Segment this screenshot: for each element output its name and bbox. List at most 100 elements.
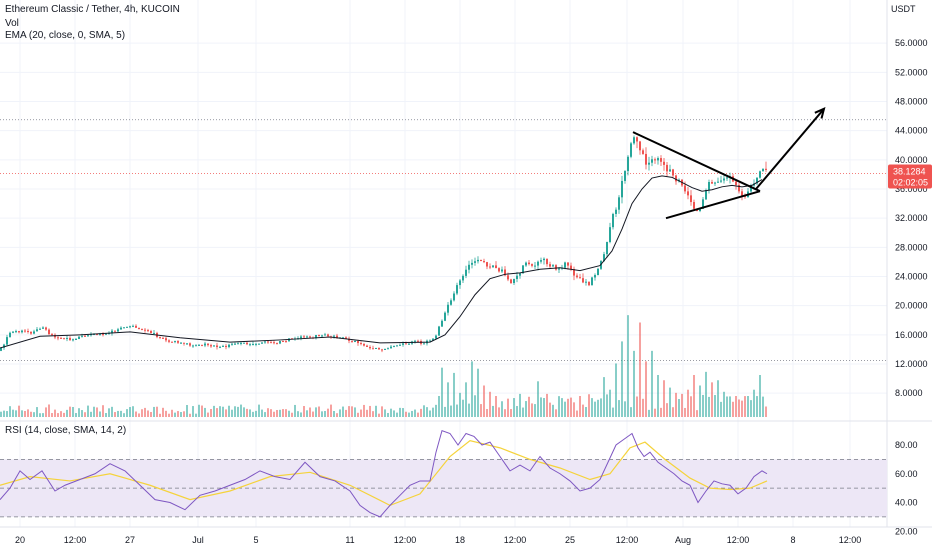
volume-bar [81, 410, 83, 417]
volume-bar [690, 396, 692, 417]
volume-bar [261, 409, 263, 417]
candle-body [273, 342, 275, 344]
volume-bar [546, 393, 548, 417]
volume-bar [204, 407, 206, 417]
breakout-arrow-head [814, 107, 826, 119]
volume-bar [663, 380, 665, 417]
candle-body [66, 337, 68, 339]
volume-bar [279, 409, 281, 417]
volume-bar [486, 409, 488, 417]
volume-bar [78, 408, 80, 417]
time-tick-label: 20 [15, 535, 25, 545]
volume-bar [63, 412, 65, 417]
volume-bar [471, 361, 473, 417]
volume-bar [522, 407, 524, 417]
candle-body [87, 335, 89, 337]
volume-bar [9, 406, 11, 417]
rsi-axis[interactable]: 80.00 60.00 40.00 20.00 [895, 440, 918, 536]
candle-body [42, 327, 44, 329]
volume-bar [303, 406, 305, 417]
candle-body [258, 343, 260, 345]
volume-bar [537, 381, 539, 417]
ema-label[interactable]: EMA (20, close, 0, SMA, 5) [5, 30, 126, 41]
volume-bar [48, 404, 50, 417]
volume-bar [15, 410, 17, 417]
candle-layer [0, 135, 767, 353]
candle-body [720, 180, 722, 182]
volume-bar [309, 407, 311, 417]
candle-body [147, 330, 149, 332]
volume-bar [438, 395, 440, 417]
rsi-label[interactable]: RSI (14, close, SMA, 14, 2) [5, 425, 127, 436]
candle-body [537, 261, 539, 266]
volume-bar [666, 403, 668, 417]
price-tick-label: 56.0000 [895, 38, 928, 48]
volume-bar [507, 398, 509, 417]
volume-bar [723, 391, 725, 417]
volume-bar [195, 413, 197, 417]
price-tick-label: 48.0000 [895, 96, 928, 106]
candle-body [27, 330, 29, 332]
candle-body [654, 159, 656, 161]
volume-bar [84, 412, 86, 417]
volume-bar [588, 394, 590, 417]
time-tick-label: 18 [455, 535, 465, 545]
candle-body [555, 265, 557, 270]
candle-body [36, 329, 38, 332]
symbol-title[interactable]: Ethereum Classic / Tether, 4h, KUCOIN [5, 4, 180, 15]
volume-bar [294, 404, 296, 417]
candle-body [219, 346, 221, 348]
volume-bar [552, 404, 554, 417]
price-axis[interactable]: 56.0000 52.0000 48.0000 44.0000 40.0000 36.00… [895, 38, 928, 398]
volume-bar [240, 404, 242, 417]
candle-body [741, 191, 743, 196]
candle-body [237, 343, 239, 345]
volume-bar [216, 408, 218, 417]
volume-bar [69, 406, 71, 417]
volume-bar [315, 407, 317, 417]
time-tick-label: 12:00 [394, 535, 417, 545]
candle-body [198, 344, 200, 346]
candle-body [204, 343, 206, 346]
candle-body [171, 341, 173, 343]
candle-body [756, 177, 758, 184]
candle-body [690, 195, 692, 203]
candle-body [663, 161, 665, 165]
candle-body [447, 304, 449, 313]
volume-bar [54, 409, 56, 417]
volume-bar [498, 407, 500, 417]
time-axis[interactable]: 20 12:00 27 Jul 5 11 12:00 18 12:00 25 12:00 Aug 12:… [15, 535, 861, 545]
volume-bar [564, 401, 566, 417]
candle-body [240, 342, 242, 344]
candle-body [408, 343, 410, 345]
volume-bar [402, 408, 404, 417]
candle-body [516, 275, 518, 280]
volume-bar [330, 404, 332, 417]
volume-bar [336, 413, 338, 417]
candle-body [660, 158, 662, 162]
candle-body [444, 312, 446, 321]
rsi-line [0, 429, 768, 518]
candle-body [168, 340, 170, 342]
volume-bar [186, 404, 188, 417]
volume-bar [429, 410, 431, 417]
candle-body [480, 259, 482, 262]
candle-body [651, 159, 653, 163]
price-tick-label: 52.0000 [895, 67, 928, 77]
drawing-layer[interactable] [632, 107, 826, 220]
volume-bar [717, 380, 719, 417]
volume-bar [408, 412, 410, 417]
volume-bar [492, 405, 494, 417]
volume-label[interactable]: Vol [5, 18, 19, 29]
volume-bar [597, 399, 599, 417]
candle-body [90, 334, 92, 336]
candle-body [207, 343, 209, 346]
candle-body [507, 275, 509, 280]
time-tick-label: Jul [192, 535, 204, 545]
candle-body [351, 340, 353, 342]
volume-bar [744, 396, 746, 417]
volume-bar [657, 375, 659, 417]
volume-bar [198, 404, 200, 417]
candle-body [510, 279, 512, 284]
